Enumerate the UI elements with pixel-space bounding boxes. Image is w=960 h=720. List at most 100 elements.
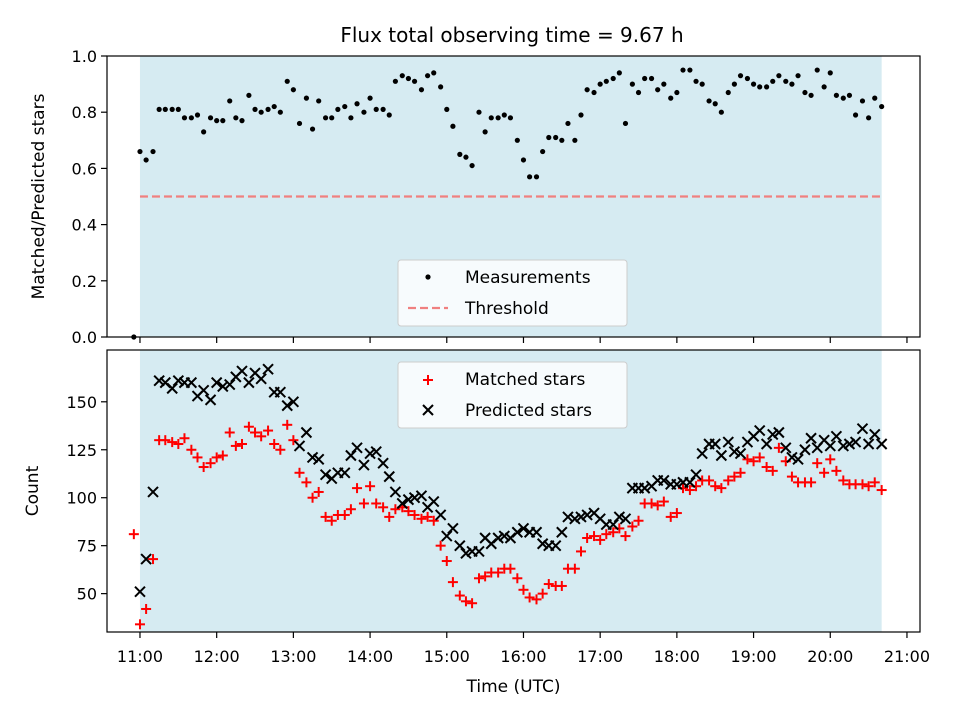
x-tick-label: 12:00 (194, 647, 240, 666)
measurement-point (290, 87, 296, 93)
matched-point (716, 483, 727, 494)
predicted-point (473, 545, 485, 558)
matched-point (754, 452, 765, 463)
predicted-point (799, 444, 811, 456)
matched-point (575, 546, 586, 557)
predicted-point (684, 476, 696, 489)
matched-point (773, 442, 784, 453)
measurement-point (150, 148, 156, 155)
measurement-point (879, 103, 885, 110)
x-tick-label: 14:00 (347, 647, 393, 666)
measurement-point (565, 120, 571, 127)
matched-point (320, 511, 331, 522)
measurement-point (361, 109, 367, 115)
measurement-point (156, 106, 162, 112)
count-x-ticks: 11:00 12:00 13:00 14:00 15:00 16:00 17:00 18:00… (117, 632, 930, 666)
matched-point (537, 588, 548, 599)
predicted-point (856, 422, 869, 435)
predicted-point (345, 449, 357, 462)
predicted-point (287, 396, 300, 408)
count-axes-frame (106, 349, 921, 633)
measurement-point (578, 112, 584, 118)
predicted-point (562, 511, 574, 523)
measurement-point (520, 157, 527, 163)
predicted-point (166, 382, 178, 395)
measurement-point (846, 92, 853, 98)
matched-point (173, 439, 184, 449)
measurement-point (706, 98, 712, 104)
matched-point (313, 486, 324, 497)
measurement-point (233, 115, 239, 121)
matched-point (186, 444, 197, 455)
matched-point (857, 479, 868, 490)
x-tick-label: 19:00 (731, 647, 777, 666)
predicted-point (638, 482, 651, 494)
matched-point (556, 580, 567, 591)
matched-point (288, 435, 299, 446)
predicted-point (760, 438, 773, 450)
x-tick-label: 21:00 (884, 647, 930, 666)
legend-measurements-label: Measurements (465, 268, 591, 288)
measurement-point (840, 95, 846, 101)
matched-point (582, 533, 593, 543)
matched-point (595, 534, 606, 545)
predicted-point (281, 399, 293, 412)
matched-point (301, 477, 312, 488)
matched-point (428, 515, 439, 526)
measurement-point (764, 84, 770, 90)
matched-point (704, 475, 715, 486)
matched-point (250, 427, 261, 438)
measurement-point (373, 106, 379, 112)
matched-point (236, 439, 247, 449)
matched-point (742, 454, 753, 465)
measurement-point (214, 118, 220, 124)
matched-point (435, 540, 446, 551)
predicted-point (377, 457, 389, 469)
predicted-point (780, 442, 792, 454)
matched-point (748, 456, 759, 467)
measurement-point (194, 112, 201, 118)
matched-point (863, 481, 874, 492)
predicted-point (517, 522, 530, 535)
matched-point (806, 477, 817, 488)
x-tick-label: 20:00 (807, 647, 853, 666)
predicted-point (312, 453, 325, 466)
measurement-point (718, 109, 724, 115)
predicted-point (722, 436, 734, 448)
measurement-point (687, 67, 693, 73)
matched-point (307, 492, 318, 503)
measurement-point (469, 162, 475, 169)
predicted-point (773, 426, 785, 439)
measurement-point (808, 92, 814, 98)
predicted-point (147, 486, 159, 498)
matched-point (263, 425, 274, 436)
matched-point (819, 467, 830, 478)
matched-point (141, 603, 152, 614)
predicted-point (339, 467, 351, 479)
measurement-point (354, 101, 360, 107)
predicted-point (849, 436, 862, 448)
predicted-point (709, 438, 721, 450)
matched-point (876, 485, 887, 496)
measurement-point (220, 118, 226, 124)
count-legend: Matched stars Predicted stars (397, 361, 628, 429)
measurement-point (277, 109, 283, 115)
measurement-point (258, 109, 264, 115)
matched-point (365, 481, 376, 492)
measurement-point (501, 112, 507, 118)
matched-point (384, 511, 395, 522)
matched-point (869, 477, 880, 488)
figure-title: Flux total observing time = 9.67 h (340, 23, 683, 47)
measurement-point (693, 78, 699, 84)
predicted-point (530, 526, 543, 538)
predicted-point (875, 438, 888, 450)
ratio-axes-frame (106, 55, 921, 338)
predicted-point (210, 376, 223, 389)
count-y-tick-label: 150 (66, 393, 97, 412)
measurement-point (476, 109, 482, 115)
measurement-point (309, 126, 316, 132)
ratio-y-tick-label: 0.8 (72, 103, 97, 122)
measurement-point (181, 115, 188, 121)
measurement-point (271, 103, 277, 110)
